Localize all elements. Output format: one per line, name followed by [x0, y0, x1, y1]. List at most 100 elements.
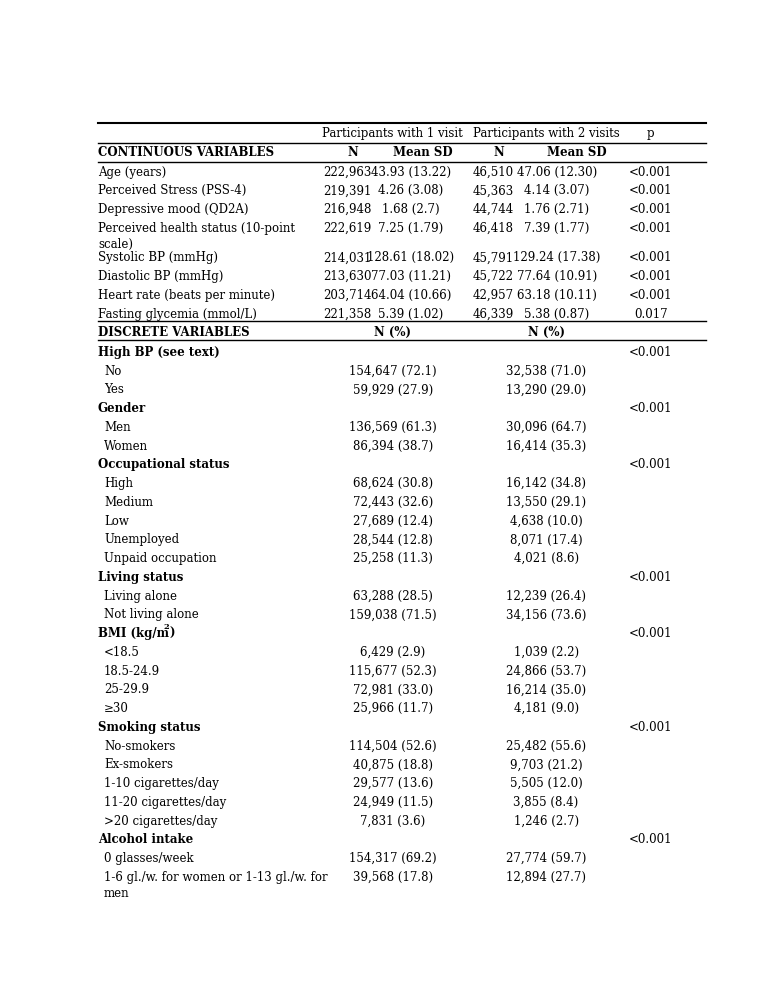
Text: 13,290 (29.0): 13,290 (29.0)	[506, 383, 586, 396]
Text: <0.001: <0.001	[630, 402, 673, 415]
Text: 27,774 (59.7): 27,774 (59.7)	[506, 852, 586, 865]
Text: 1.76 (2.71): 1.76 (2.71)	[524, 203, 590, 216]
Text: Occupational status: Occupational status	[98, 458, 230, 471]
Text: 128.61 (18.02): 128.61 (18.02)	[368, 252, 455, 265]
Text: 5.39 (1.02): 5.39 (1.02)	[379, 308, 444, 321]
Text: Gender: Gender	[98, 402, 147, 415]
Text: 159,038 (71.5): 159,038 (71.5)	[349, 608, 437, 621]
Text: <0.001: <0.001	[630, 203, 673, 216]
Text: 216,948: 216,948	[323, 203, 372, 216]
Text: 203,714: 203,714	[323, 289, 372, 302]
Text: 5.38 (0.87): 5.38 (0.87)	[524, 308, 590, 321]
Text: 30,096 (64.7): 30,096 (64.7)	[506, 421, 586, 434]
Text: BMI (kg/m: BMI (kg/m	[98, 626, 169, 639]
Text: <0.001: <0.001	[630, 252, 673, 265]
Text: 114,504 (52.6): 114,504 (52.6)	[349, 739, 437, 752]
Text: Medium: Medium	[104, 495, 153, 508]
Text: N (%): N (%)	[374, 326, 411, 339]
Text: 42,957: 42,957	[473, 289, 514, 302]
Text: Depressive mood (QD2A): Depressive mood (QD2A)	[98, 203, 249, 216]
Text: Ex-smokers: Ex-smokers	[104, 758, 173, 771]
Text: 25,482 (55.6): 25,482 (55.6)	[506, 739, 586, 752]
Text: 46,418: 46,418	[473, 221, 514, 234]
Text: 5,505 (12.0): 5,505 (12.0)	[510, 777, 583, 790]
Text: 115,677 (52.3): 115,677 (52.3)	[349, 664, 437, 677]
Text: Living status: Living status	[98, 570, 183, 583]
Text: 1-10 cigarettes/day: 1-10 cigarettes/day	[104, 777, 219, 790]
Text: Yes: Yes	[104, 383, 124, 396]
Text: 4.14 (3.07): 4.14 (3.07)	[524, 184, 590, 197]
Text: <0.001: <0.001	[630, 833, 673, 846]
Text: <0.001: <0.001	[630, 289, 673, 302]
Text: 1,246 (2.7): 1,246 (2.7)	[514, 814, 579, 827]
Text: No-smokers: No-smokers	[104, 739, 176, 752]
Text: Participants with 2 visits: Participants with 2 visits	[473, 126, 619, 139]
Text: 4,021 (8.6): 4,021 (8.6)	[514, 552, 579, 565]
Text: 27,689 (12.4): 27,689 (12.4)	[353, 514, 433, 527]
Text: 72,981 (33.0): 72,981 (33.0)	[353, 682, 433, 695]
Text: 214,031: 214,031	[323, 252, 372, 265]
Text: 213,630: 213,630	[323, 270, 372, 283]
Text: <0.001: <0.001	[630, 458, 673, 471]
Text: 63,288 (28.5): 63,288 (28.5)	[353, 589, 433, 602]
Text: ≥30: ≥30	[104, 701, 129, 714]
Text: Heart rate (beats per minute): Heart rate (beats per minute)	[98, 289, 275, 302]
Text: 129.24 (17.38): 129.24 (17.38)	[513, 252, 601, 265]
Text: Not living alone: Not living alone	[104, 608, 199, 621]
Text: 32,538 (71.0): 32,538 (71.0)	[506, 365, 586, 378]
Text: 29,577 (13.6): 29,577 (13.6)	[353, 777, 433, 790]
Text: 72,443 (32.6): 72,443 (32.6)	[353, 495, 433, 508]
Text: 16,214 (35.0): 16,214 (35.0)	[506, 682, 586, 695]
Text: 12,894 (27.7): 12,894 (27.7)	[506, 870, 586, 883]
Text: 25,966 (11.7): 25,966 (11.7)	[353, 701, 433, 714]
Text: 4.26 (3.08): 4.26 (3.08)	[379, 184, 444, 197]
Text: 136,569 (61.3): 136,569 (61.3)	[349, 421, 437, 434]
Text: <0.001: <0.001	[630, 165, 673, 178]
Text: 34,156 (73.6): 34,156 (73.6)	[506, 608, 586, 621]
Text: Mean SD: Mean SD	[546, 146, 606, 159]
Text: N: N	[348, 146, 358, 159]
Text: Smoking status: Smoking status	[98, 720, 201, 733]
Text: 24,949 (11.5): 24,949 (11.5)	[353, 796, 433, 809]
Text: Men: Men	[104, 421, 131, 434]
Text: High: High	[104, 477, 133, 490]
Text: Women: Women	[104, 439, 148, 452]
Text: 154,647 (72.1): 154,647 (72.1)	[349, 365, 437, 378]
Text: 7,831 (3.6): 7,831 (3.6)	[360, 814, 425, 827]
Text: ): )	[169, 626, 175, 639]
Text: <0.001: <0.001	[630, 270, 673, 283]
Text: 7.25 (1.79): 7.25 (1.79)	[379, 221, 444, 234]
Text: 221,358: 221,358	[323, 308, 372, 321]
Text: 154,317 (69.2): 154,317 (69.2)	[349, 852, 437, 865]
Text: <18.5: <18.5	[104, 645, 140, 658]
Text: 0 glasses/week: 0 glasses/week	[104, 852, 194, 865]
Text: <0.001: <0.001	[630, 221, 673, 234]
Text: Participants with 1 visit: Participants with 1 visit	[322, 126, 463, 139]
Text: 6,429 (2.9): 6,429 (2.9)	[360, 645, 425, 658]
Text: CONTINUOUS VARIABLES: CONTINUOUS VARIABLES	[98, 146, 274, 159]
Text: 12,239 (26.4): 12,239 (26.4)	[506, 589, 586, 602]
Text: 18.5-24.9: 18.5-24.9	[104, 664, 160, 677]
Text: 0.017: 0.017	[634, 308, 668, 321]
Text: 1-6 gl./w. for women or 1-13 gl./w. for
men: 1-6 gl./w. for women or 1-13 gl./w. for …	[104, 870, 328, 899]
Text: DISCRETE VARIABLES: DISCRETE VARIABLES	[98, 326, 249, 339]
Text: 25,258 (11.3): 25,258 (11.3)	[353, 552, 433, 565]
Text: 219,391: 219,391	[323, 184, 372, 197]
Text: Perceived health status (10-point
scale): Perceived health status (10-point scale)	[98, 221, 295, 250]
Text: 46,510: 46,510	[473, 165, 514, 178]
Text: Unpaid occupation: Unpaid occupation	[104, 552, 216, 565]
Text: Age (years): Age (years)	[98, 165, 166, 178]
Text: 40,875 (18.8): 40,875 (18.8)	[353, 758, 433, 771]
Text: 47.06 (12.30): 47.06 (12.30)	[517, 165, 597, 178]
Text: 11-20 cigarettes/day: 11-20 cigarettes/day	[104, 796, 227, 809]
Text: 1.68 (2.7): 1.68 (2.7)	[382, 203, 440, 216]
Text: Alcohol intake: Alcohol intake	[98, 833, 193, 846]
Text: 4,638 (10.0): 4,638 (10.0)	[510, 514, 583, 527]
Text: Mean SD: Mean SD	[394, 146, 453, 159]
Text: 59,929 (27.9): 59,929 (27.9)	[353, 383, 433, 396]
Text: 39,568 (17.8): 39,568 (17.8)	[353, 870, 433, 883]
Text: 9,703 (21.2): 9,703 (21.2)	[510, 758, 583, 771]
Text: 45,363: 45,363	[472, 184, 514, 197]
Text: <0.001: <0.001	[630, 720, 673, 733]
Text: Diastolic BP (mmHg): Diastolic BP (mmHg)	[98, 270, 223, 283]
